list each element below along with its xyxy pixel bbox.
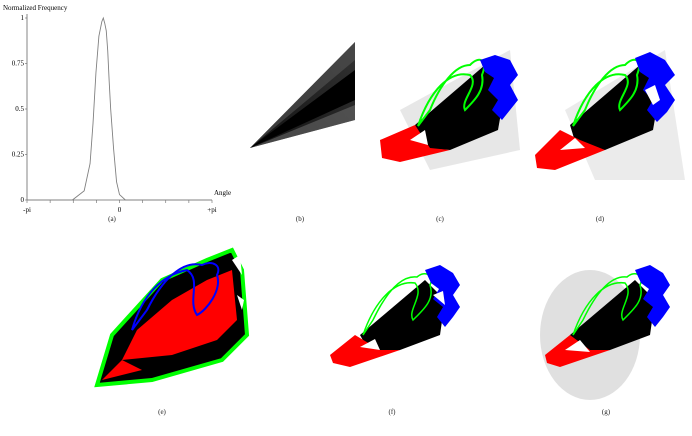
panel-e-image: [94, 247, 250, 388]
x-tick-label: -pi: [23, 206, 31, 214]
x-tick-labels: -pi 0 +pi: [23, 200, 217, 214]
x-tick-label: 0: [118, 206, 122, 214]
y-axis-label: Normalized Frequency: [3, 4, 68, 12]
angle-histogram-plot: Normalized Frequency Angle 1 0.75 0.5 0.25 0…: [3, 4, 231, 214]
y-tick-label: 0: [21, 196, 25, 204]
caption-c: (c): [436, 215, 444, 223]
y-tick-labels: 1 0.75 0.5 0.25 0: [12, 14, 27, 204]
panel-c-image: [380, 50, 520, 170]
panel-b-image: [250, 42, 355, 148]
y-tick-label: 0.5: [15, 105, 24, 113]
x-tick-label: +pi: [207, 206, 216, 214]
series-line: [27, 16, 212, 201]
panel-d-image: [535, 50, 685, 180]
caption-e: (e): [158, 408, 166, 416]
y-tick-label: 0.25: [12, 151, 25, 159]
y-tick-label: 1: [21, 14, 25, 22]
caption-b: (b): [295, 215, 305, 223]
caption-d: (d): [595, 215, 605, 223]
caption-f: (f): [388, 408, 396, 416]
caption-a: (a): [108, 215, 116, 223]
panel-g-image: [540, 265, 670, 400]
panel-f-image: [330, 265, 460, 367]
x-axis-label: Angle: [214, 189, 231, 197]
caption-g: (g): [601, 408, 611, 416]
y-tick-label: 0.75: [12, 60, 25, 68]
